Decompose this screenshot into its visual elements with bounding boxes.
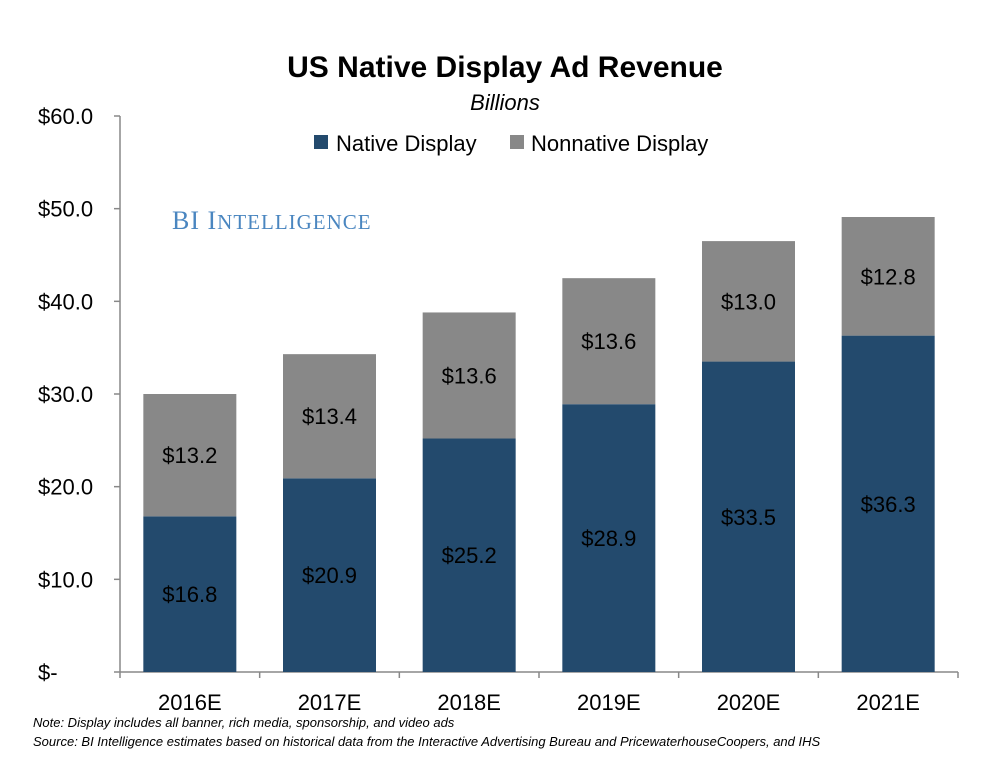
data-label-nonnative: $13.4 bbox=[302, 404, 357, 429]
bar-native-display bbox=[283, 478, 376, 672]
data-label-nonnative: $13.2 bbox=[162, 443, 217, 468]
watermark-logo: BI INTELLIGENCE bbox=[172, 206, 372, 235]
data-label-nonnative: $13.6 bbox=[581, 329, 636, 354]
chart-subtitle: Billions bbox=[470, 90, 540, 115]
bar-native-display bbox=[562, 404, 656, 672]
bar-nonnative-display bbox=[841, 217, 935, 336]
bar-nonnative-display bbox=[702, 241, 795, 362]
bar-native-display bbox=[422, 438, 516, 672]
bar-nonnative-display bbox=[143, 394, 237, 517]
bar-nonnative-display bbox=[283, 354, 376, 479]
bar-native-display bbox=[841, 335, 935, 672]
data-label-native: $36.3 bbox=[861, 492, 916, 517]
data-label-native: $33.5 bbox=[721, 505, 776, 530]
bar-nonnative-display bbox=[422, 312, 516, 439]
y-tick-label: $20.0 bbox=[38, 475, 93, 500]
legend-label-native: Native Display bbox=[336, 131, 477, 156]
data-label-nonnative: $13.0 bbox=[721, 289, 776, 314]
data-label-native: $25.2 bbox=[442, 543, 497, 568]
y-tick-label: $40.0 bbox=[38, 289, 93, 314]
data-label-nonnative: $12.8 bbox=[861, 264, 916, 289]
legend-label-nonnative: Nonnative Display bbox=[531, 131, 708, 156]
bar-native-display bbox=[143, 516, 237, 672]
y-tick-label: $- bbox=[38, 660, 58, 685]
chart-title: US Native Display Ad Revenue bbox=[287, 51, 723, 84]
data-label-native: $20.9 bbox=[302, 563, 357, 588]
legend-swatch-nonnative bbox=[510, 135, 524, 149]
x-tick-label: 2021E bbox=[856, 690, 920, 715]
data-label-native: $16.8 bbox=[162, 582, 217, 607]
bars: $16.8 $13.2 $20.9 $13.4 $25.2 $13.6 $28.9 $13.6… bbox=[143, 217, 935, 672]
x-tick-label: 2020E bbox=[717, 690, 781, 715]
source-note: Source: BI Intelligence estimates based … bbox=[33, 734, 820, 749]
x-tick-label: 2019E bbox=[577, 690, 641, 715]
x-tick-label: 2018E bbox=[437, 690, 501, 715]
bar-nonnative-display bbox=[562, 278, 656, 405]
x-tick-label: 2017E bbox=[298, 690, 362, 715]
y-tick-label: $50.0 bbox=[38, 197, 93, 222]
data-label-nonnative: $13.6 bbox=[442, 363, 497, 388]
bar-native-display bbox=[702, 361, 795, 672]
x-axis-labels: 2016E 2017E 2018E 2019E 2020E 2021E bbox=[158, 690, 920, 715]
footnote: Note: Display includes all banner, rich … bbox=[33, 715, 455, 730]
legend-swatch-native bbox=[314, 135, 328, 149]
x-tick-label: 2016E bbox=[158, 690, 222, 715]
y-tick-label: $60.0 bbox=[38, 104, 93, 129]
data-label-native: $28.9 bbox=[581, 526, 636, 551]
y-tick-label: $10.0 bbox=[38, 567, 93, 592]
y-axis: $- $10.0 $20.0 $30.0 $40.0 $50.0 $60.0 bbox=[38, 104, 959, 685]
legend: Native Display Nonnative Display bbox=[314, 131, 708, 156]
y-tick-label: $30.0 bbox=[38, 382, 93, 407]
